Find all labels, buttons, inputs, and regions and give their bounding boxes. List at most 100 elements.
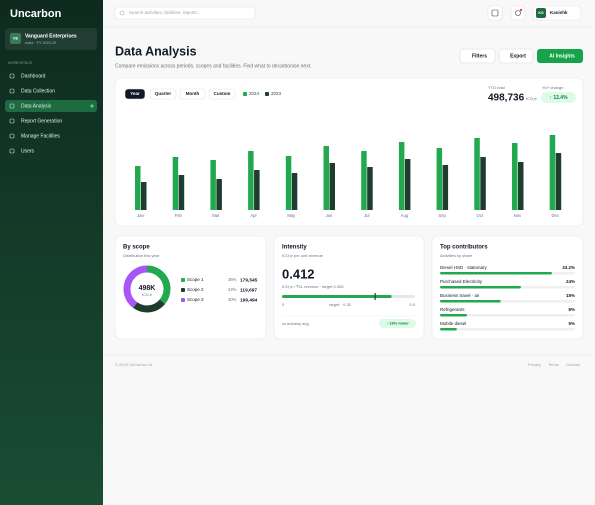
scope-name: Scope 1 xyxy=(187,277,204,282)
yoy-label: YoY change xyxy=(542,85,564,90)
org-name: Vanguard Enterprises xyxy=(25,33,77,39)
user-avatar xyxy=(536,8,546,18)
nav-icon xyxy=(9,148,15,154)
button-label[interactable]: Filters xyxy=(472,53,487,59)
org-avatar xyxy=(10,33,21,44)
nav-item[interactable]: Data Analysis xyxy=(21,103,52,109)
bar xyxy=(329,163,335,210)
nav-icon xyxy=(9,133,15,139)
donut-center-value: 498K xyxy=(139,285,156,292)
card-subtitle: tCO₂e per unit revenue xyxy=(282,253,324,258)
x-tick-label: Dec xyxy=(551,213,558,218)
bar xyxy=(248,151,254,210)
contributor-share: 8% xyxy=(568,307,575,312)
nav-item[interactable]: Dashboard xyxy=(21,73,46,79)
bar xyxy=(555,153,562,210)
intensity-description: tCO₂e / ₹1L revenue · target 0.350 xyxy=(282,284,344,289)
scope-value: 179,545 xyxy=(240,277,258,283)
legend-label: 2024 xyxy=(249,91,260,96)
tab-label: Month xyxy=(186,91,200,96)
ai-insights-button[interactable] xyxy=(537,49,583,63)
nav-item[interactable]: Report Generation xyxy=(21,118,62,124)
share-bar xyxy=(440,300,501,303)
x-tick-label: Nov xyxy=(514,213,522,218)
nav-item[interactable]: Manage Facilities xyxy=(21,133,60,139)
card-title: Top contributors xyxy=(440,245,488,251)
x-tick-label: Aug xyxy=(401,213,409,218)
search-placeholder: Search activities, facilities, reports..… xyxy=(129,10,201,15)
bar xyxy=(512,143,518,210)
tab[interactable] xyxy=(179,88,206,100)
calendar-button[interactable] xyxy=(487,5,503,21)
bar xyxy=(216,179,222,210)
nav-icon xyxy=(9,103,15,109)
intensity-card xyxy=(273,235,425,340)
trend-card xyxy=(114,77,584,227)
nav-item[interactable]: Data Collection xyxy=(21,88,55,94)
card-title: Intensity xyxy=(282,245,307,251)
tab-label: Year xyxy=(130,91,140,96)
x-tick-label: Apr xyxy=(250,213,257,218)
bar xyxy=(172,157,179,210)
notification-button[interactable] xyxy=(510,5,526,21)
x-tick-label: Jan xyxy=(137,213,144,218)
contributor-share: 33.2% xyxy=(562,265,575,270)
button-label[interactable]: Export xyxy=(510,53,526,59)
x-tick-label: Jul xyxy=(364,213,369,218)
share-bar xyxy=(440,272,552,275)
user-name: Kanishk xyxy=(550,10,568,15)
ytd-label: YTD total xyxy=(488,85,505,90)
export-button[interactable] xyxy=(498,48,534,64)
share-track xyxy=(440,328,575,331)
scale-label: 0 xyxy=(282,302,285,307)
bar xyxy=(254,170,260,210)
search-icon xyxy=(119,10,125,16)
bar xyxy=(442,165,449,210)
bell-icon xyxy=(515,10,521,16)
share-bar xyxy=(440,314,467,317)
sidebar xyxy=(0,0,103,505)
calendar-icon xyxy=(491,9,499,17)
x-tick-label: Mar xyxy=(212,213,220,218)
bar xyxy=(210,160,216,210)
x-tick-label: Jun xyxy=(326,213,333,218)
contributor-name: Refrigerants xyxy=(440,307,465,312)
scope-name: Scope 2 xyxy=(187,287,204,292)
scope-name: Scope 3 xyxy=(187,297,204,302)
tab-label: Quarter xyxy=(155,91,172,96)
x-tick-label: Oct xyxy=(477,213,484,218)
button-label[interactable]: AI Insights xyxy=(549,53,575,59)
card-subtitle: Distribution this year xyxy=(123,253,160,258)
bar xyxy=(323,146,329,210)
bar xyxy=(480,157,486,210)
footer-link[interactable]: Terms xyxy=(548,362,559,367)
ytd-unit: tCO₂e xyxy=(526,96,538,101)
compare-pill xyxy=(379,319,416,328)
bar xyxy=(141,182,147,210)
tab[interactable] xyxy=(149,88,177,100)
ytd-value: 498,736 xyxy=(488,93,525,104)
copyright: © 2024 UnCarbon AI xyxy=(115,362,152,367)
tab[interactable] xyxy=(124,88,146,100)
section-label: WORKSPACE xyxy=(8,61,33,65)
page-title: Data Analysis xyxy=(115,44,197,58)
search-box[interactable] xyxy=(114,6,256,20)
donut-center-unit: tCO₂e xyxy=(142,293,152,297)
nav-item[interactable]: Users xyxy=(21,148,35,154)
bar xyxy=(518,162,524,210)
bar xyxy=(361,151,367,210)
footer-link[interactable]: Privacy xyxy=(528,362,541,367)
tab[interactable] xyxy=(208,88,236,100)
footer-link[interactable]: Contact xyxy=(566,362,581,367)
scope-share: 24% xyxy=(228,287,237,292)
bar xyxy=(178,175,185,210)
filters-button[interactable] xyxy=(459,48,496,64)
compare-label: vs industry avg xyxy=(282,321,309,326)
scope-share: 40% xyxy=(228,297,237,302)
contributor-name: Business travel · air xyxy=(440,293,480,298)
org-card[interactable] xyxy=(5,28,97,50)
legend-swatch xyxy=(265,92,269,96)
legend-swatch xyxy=(181,288,185,292)
